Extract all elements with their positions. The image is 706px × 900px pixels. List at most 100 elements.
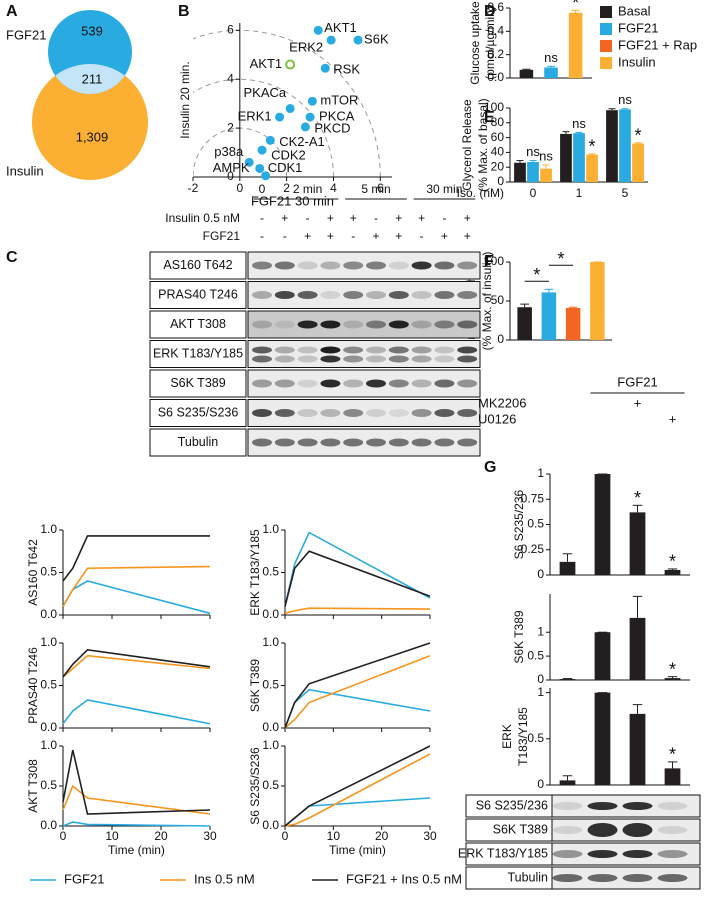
blot-band xyxy=(252,346,272,354)
blot-band xyxy=(552,874,583,882)
y-tick-label: 1 xyxy=(537,624,544,638)
y-axis-label: Glycerol Release xyxy=(460,99,474,191)
blot-band xyxy=(411,379,432,388)
blot-band xyxy=(457,438,478,447)
point-label: p38a xyxy=(214,144,244,159)
y-tick-label: 0.5 xyxy=(262,678,279,692)
blot-band xyxy=(320,320,341,329)
blot-band xyxy=(388,438,409,447)
line xyxy=(284,607,431,615)
treatment-label: FGF21 xyxy=(617,374,657,389)
point-label: mTOR xyxy=(320,93,358,108)
x-tick-label: 0 xyxy=(282,829,289,843)
blot-band xyxy=(411,409,432,417)
blot-band xyxy=(587,823,618,837)
point xyxy=(285,59,296,70)
y-tick-label: 0.25 xyxy=(521,542,545,556)
panel-label: F xyxy=(484,253,494,270)
blot-band xyxy=(274,346,295,354)
blot-band xyxy=(388,379,409,388)
line xyxy=(62,749,211,815)
bar xyxy=(541,292,557,340)
legend-label: Basal xyxy=(618,3,651,18)
significance: * xyxy=(669,745,676,765)
blot-band xyxy=(320,409,341,417)
significance: ns xyxy=(572,116,586,131)
y-axis-label: Glucose uptake xyxy=(468,1,482,85)
x-tick-label: 0 xyxy=(236,181,243,195)
bar xyxy=(559,561,576,575)
panel-label: G xyxy=(484,459,496,476)
time-group: 5 min xyxy=(361,182,390,196)
sign: + xyxy=(669,411,677,426)
significance: * xyxy=(634,488,641,508)
y-tick-label: 0.2 xyxy=(487,47,504,61)
blot-band xyxy=(457,346,478,354)
legend-swatch xyxy=(600,23,612,35)
blot-band xyxy=(252,409,272,417)
blot-band xyxy=(388,320,409,329)
blot-band xyxy=(274,355,295,363)
blot-band xyxy=(297,346,318,354)
y-tick-label: 0 xyxy=(537,672,544,686)
venn-count: 211 xyxy=(82,71,103,86)
bar xyxy=(629,713,646,785)
blot-band xyxy=(297,409,318,417)
blot-band xyxy=(411,291,432,299)
blot-band xyxy=(366,379,386,388)
bar xyxy=(517,307,532,340)
y-tick-label: 0.4 xyxy=(487,24,504,38)
y-axis-label: Insulin 20 min. xyxy=(178,61,192,138)
y-tick-label: 0.0 xyxy=(40,818,57,832)
significance: * xyxy=(533,265,540,285)
blot-band xyxy=(411,355,432,363)
y-axis-label: (% Max. of insulin) xyxy=(480,252,494,351)
blot-label: Tubulin xyxy=(178,435,219,449)
blot-band xyxy=(252,355,272,363)
legend-label: FGF21 + Rap xyxy=(618,37,697,52)
blot-band xyxy=(457,320,478,329)
line xyxy=(284,688,431,729)
point xyxy=(261,171,271,181)
bar xyxy=(606,110,618,182)
treatment-label: Insulin 0.5 nM xyxy=(165,211,240,225)
y-axis-label: S6K T389 xyxy=(248,659,262,712)
x-tick-label: 30 xyxy=(203,829,217,843)
y-tick-label: 1.0 xyxy=(40,635,57,649)
point-label: PKCA xyxy=(319,109,355,124)
y-tick-label: 100 xyxy=(484,254,504,268)
blot-band xyxy=(274,438,295,447)
bar xyxy=(590,262,605,340)
blot-band xyxy=(434,379,455,388)
point-label: PKCD xyxy=(314,120,350,135)
blot-band xyxy=(343,320,364,329)
y-tick-label: 0.0 xyxy=(262,818,279,832)
sign: + xyxy=(395,211,402,225)
blot-band xyxy=(587,874,618,882)
venn-count: 539 xyxy=(81,23,103,38)
bar xyxy=(664,569,681,575)
bar xyxy=(629,512,646,575)
y-tick-label: 0.0 xyxy=(262,720,279,734)
sign: + xyxy=(395,229,402,243)
blot-band xyxy=(434,261,455,270)
legend-label: FGF21 xyxy=(64,871,104,886)
blot-label-box xyxy=(149,369,247,398)
line xyxy=(284,655,431,729)
y-tick-label: 0.5 xyxy=(262,565,279,579)
blot-label: Tubulin xyxy=(507,870,548,884)
sign: + xyxy=(304,229,311,243)
y-tick-label: 0.6 xyxy=(487,0,504,14)
venn-circle xyxy=(32,64,148,180)
x-tick-label: 1 xyxy=(576,186,583,200)
x-tick-label: 6 xyxy=(377,181,384,195)
line xyxy=(62,580,211,615)
blot-band xyxy=(587,850,618,858)
blot-band xyxy=(657,850,688,858)
y-axis-label: (% Max. of basal) xyxy=(476,98,490,191)
venn-set: Insulin xyxy=(6,163,44,178)
venn-overlap xyxy=(48,64,132,94)
blot-band xyxy=(457,261,478,270)
legend-label: Ins 0.5 nM xyxy=(194,871,255,886)
point xyxy=(313,25,323,35)
